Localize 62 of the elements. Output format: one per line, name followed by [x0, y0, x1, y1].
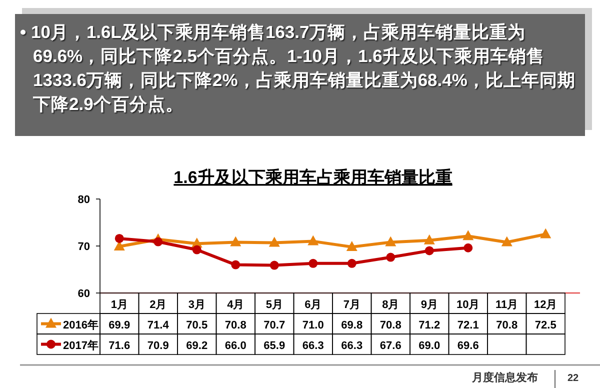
text: • 10月，1.6L及以下乘用车销售163.7万辆，占乘用车销量比重为69.6%，同比下降2.5个百分点。1-10月，1.6升及以下乘用车销售1333.6万辆，同比下降2%，占乘用车销量比重为68.4%，比上年同期下降2.9个百分点。	[20, 21, 576, 116]
data-label: 69.2	[186, 340, 208, 352]
x-tick-label: 5月	[266, 299, 283, 311]
y-tick-label: 70	[78, 241, 90, 253]
x-tick-label: 10月	[456, 299, 480, 311]
point	[114, 234, 124, 243]
data-label: 65.9	[264, 340, 286, 352]
x-tick-label: 7月	[343, 299, 360, 311]
point	[308, 235, 319, 246]
data-label: 71.4	[147, 320, 170, 332]
x-tick-label: 9月	[420, 299, 438, 311]
data-label: 72.1	[457, 320, 479, 332]
point	[386, 252, 396, 262]
data-label: 67.6	[380, 340, 402, 352]
point	[540, 228, 552, 238]
point	[347, 258, 356, 268]
text: 月度信息发布	[471, 371, 538, 384]
y-tick-label: 80	[78, 194, 90, 206]
legend-label: 2016年	[63, 318, 98, 332]
point	[424, 234, 435, 244]
point	[385, 236, 396, 246]
legend-label: 2017年	[63, 339, 98, 352]
x-tick-label: 4月	[227, 299, 244, 311]
data-label: 70.5	[186, 320, 208, 332]
point	[424, 246, 434, 256]
data-label: 71.2	[418, 320, 440, 332]
point	[268, 236, 280, 247]
data-label: 70.9	[147, 340, 169, 352]
data-label: 70.8	[380, 320, 402, 332]
point	[308, 258, 318, 268]
text: 22	[567, 373, 579, 384]
data-label: 69.6	[457, 340, 479, 352]
x-tick-label: 1月	[110, 299, 128, 311]
data-label: 71.6	[108, 340, 130, 352]
x-tick-label: 6月	[304, 299, 322, 311]
data-label: 69.0	[418, 340, 440, 352]
point	[462, 230, 474, 240]
chart-title: 1.6升及以下乘用车占乘用车销量比重	[174, 168, 452, 187]
point	[270, 260, 279, 270]
point	[231, 260, 240, 270]
data-label: 70.8	[224, 320, 246, 332]
x-tick-label: 11月	[496, 299, 518, 311]
data-label: 69.9	[108, 320, 130, 332]
data-label: 71.0	[302, 320, 324, 332]
point	[501, 236, 512, 246]
data-label: 66.3	[341, 340, 363, 352]
data-label: 70.8	[496, 320, 518, 332]
data-label: 72.5	[534, 320, 556, 332]
data-label: 70.7	[264, 320, 286, 332]
x-tick-label: 8月	[382, 299, 400, 311]
data-label: 66.3	[302, 340, 324, 352]
point	[230, 236, 242, 246]
x-tick-label: 12月	[534, 299, 558, 311]
x-tick-label: 2月	[150, 299, 167, 311]
point	[346, 240, 358, 251]
point	[192, 245, 202, 254]
y-tick-label: 60	[78, 288, 90, 300]
point	[154, 237, 163, 246]
data-label: 66.0	[224, 340, 246, 352]
x-tick-label: 3月	[188, 299, 206, 311]
data-label: 69.8	[341, 320, 363, 332]
point	[464, 243, 473, 252]
